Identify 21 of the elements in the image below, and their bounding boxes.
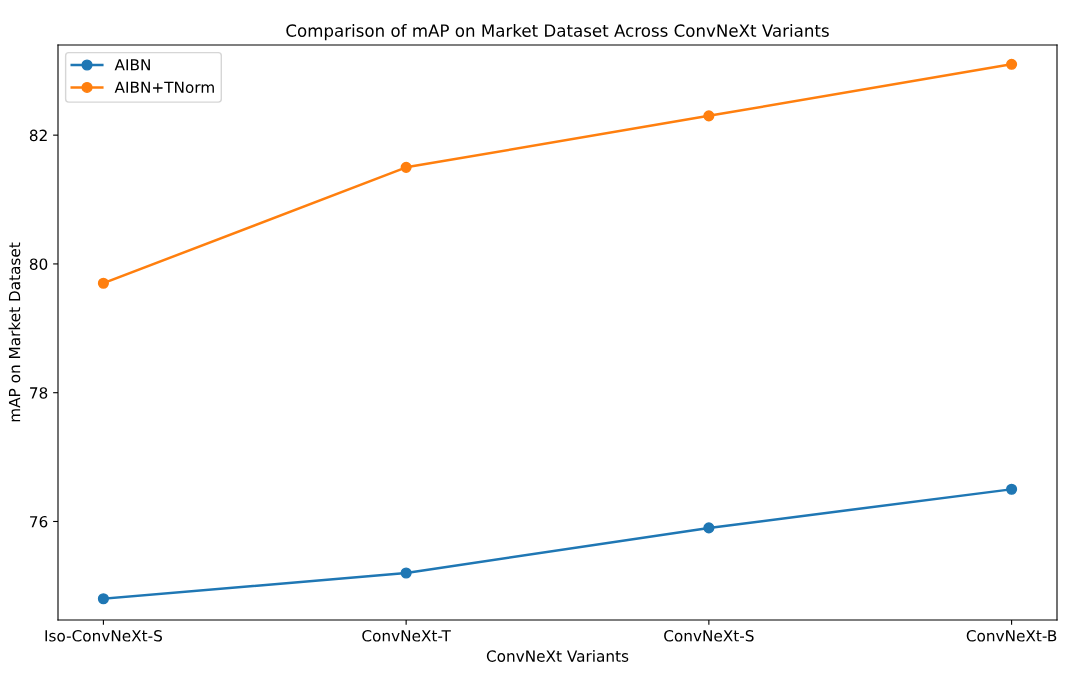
legend-label: AIBN+TNorm (114, 81, 214, 93)
point (1006, 58, 1018, 70)
point (97, 593, 109, 605)
x-tick-label: ConvNeXt-S (664, 629, 754, 642)
y-tick-label: 76 (30, 515, 48, 528)
y-axis-title: mAP on Market Dataset (8, 242, 21, 422)
y-tick-label: 78 (30, 387, 48, 399)
x-tick-label: ConvNeXt-T (362, 629, 451, 642)
point (97, 277, 109, 289)
x-tick-label: Iso-ConvNeXt-S (45, 629, 162, 642)
point (1006, 483, 1018, 495)
point (400, 567, 412, 579)
point (400, 161, 412, 173)
x-axis-title: ConvNeXt Variants (486, 650, 629, 662)
x-tick-label: ConvNeXt-B (966, 629, 1057, 642)
point (703, 522, 715, 534)
legend-label: AIBN (114, 59, 150, 71)
chart-title: Comparison of mAP on Market Dataset Across ConvNeXt Variants (286, 24, 829, 41)
y-tick-label: 80 (29, 258, 48, 270)
y-tick-label: 82 (29, 129, 47, 142)
point (703, 110, 715, 122)
